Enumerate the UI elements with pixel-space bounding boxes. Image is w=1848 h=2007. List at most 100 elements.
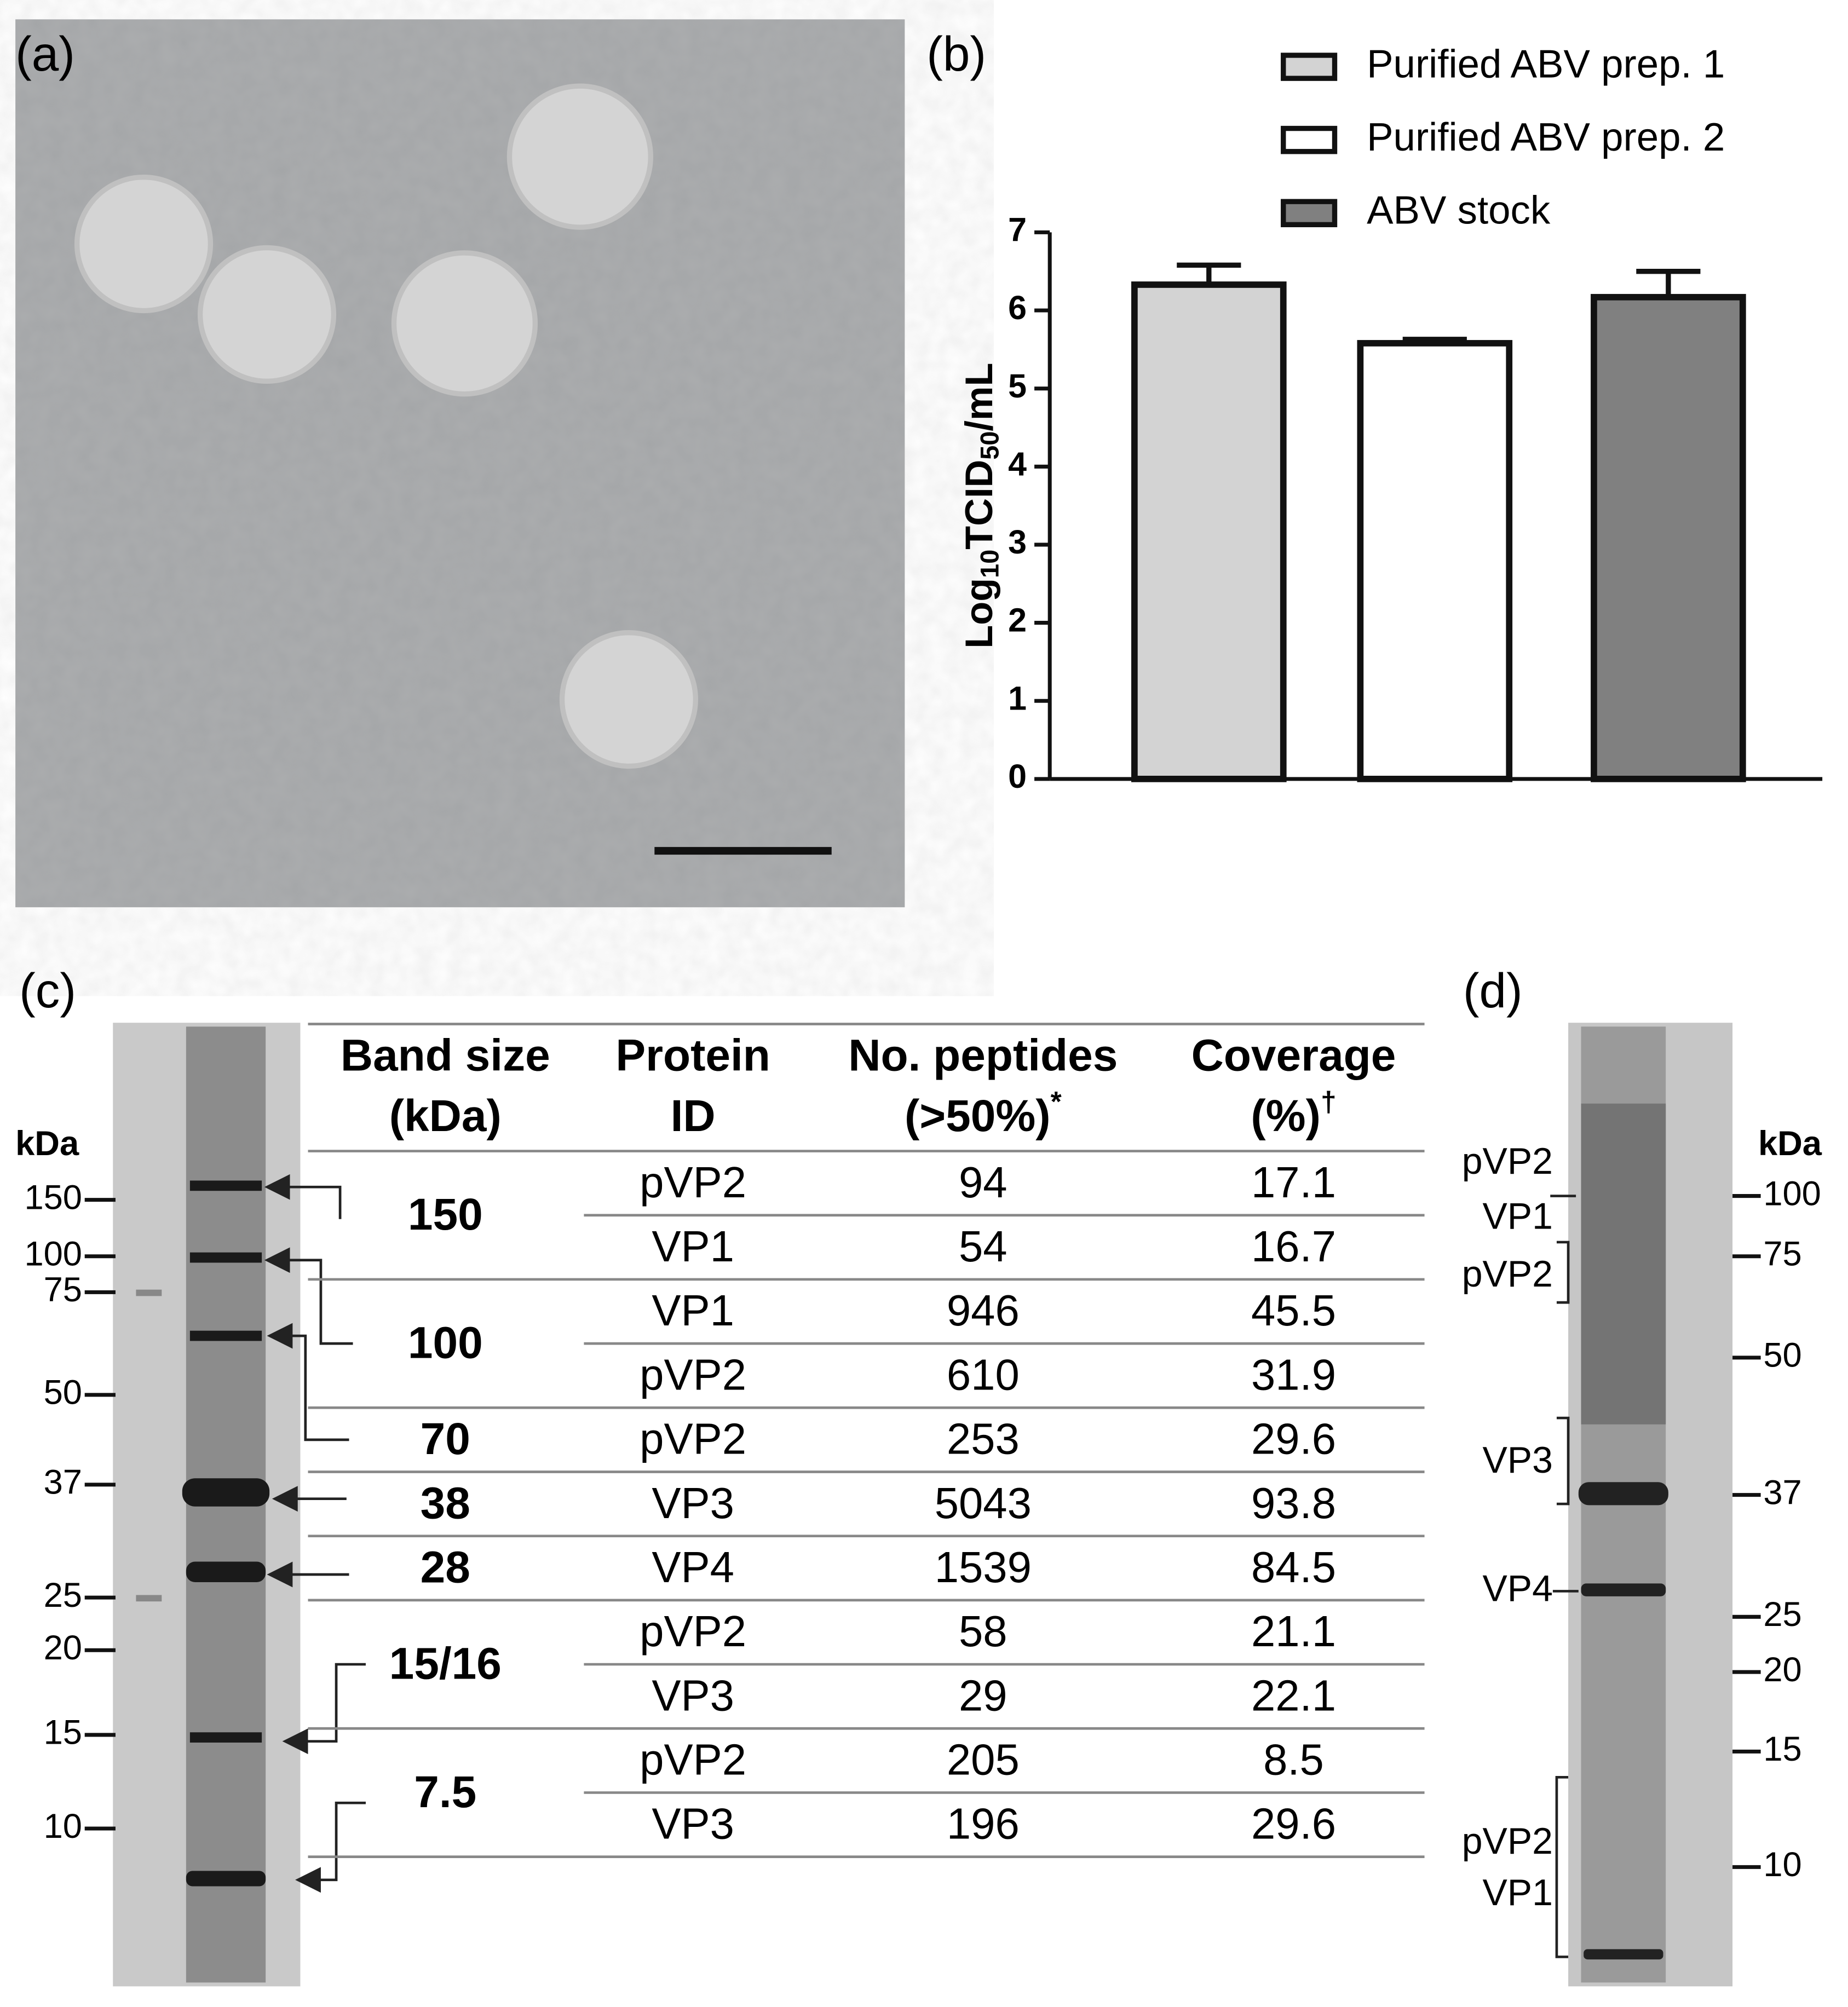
table-header: Band size: [341, 1030, 550, 1080]
marker-label: 20: [44, 1629, 82, 1667]
table-cell: pVP2: [640, 1415, 746, 1463]
panel-a: [15, 19, 905, 908]
bands: [1578, 1482, 1668, 1960]
legend-label: Purified ABV prep. 1: [1367, 42, 1725, 86]
y-tick-label: 0: [1008, 758, 1027, 795]
legend-swatch: [1281, 53, 1338, 81]
protein-label: pVP2: [1462, 1140, 1553, 1182]
y-label-part: 10: [976, 550, 1004, 578]
marker-label: 75: [44, 1271, 82, 1309]
table-cell: VP4: [652, 1543, 734, 1591]
marker-label: 100: [1763, 1174, 1821, 1213]
table-cell: 196: [947, 1800, 1020, 1848]
marker-label: 75: [1763, 1235, 1801, 1273]
ladder-band: [136, 1595, 162, 1602]
table-cell: 58: [959, 1607, 1008, 1656]
y-axis-label: Log10TCID50/mL: [957, 363, 1005, 649]
table-cell: pVP2: [640, 1158, 746, 1207]
table-cell: VP3: [652, 1671, 734, 1720]
y-tick-label: 3: [1008, 523, 1027, 561]
band-size: 38: [421, 1478, 470, 1528]
table-cell: 17.1: [1251, 1158, 1336, 1207]
band-size: 150: [408, 1190, 483, 1239]
table-cell: 29.6: [1251, 1800, 1336, 1848]
table-footnote-mark: †: [1321, 1085, 1337, 1117]
band-size: 100: [408, 1318, 483, 1368]
band-size: 28: [421, 1543, 470, 1593]
protein-label: pVP2: [1462, 1253, 1553, 1295]
table-cell: 253: [947, 1415, 1020, 1463]
micrograph-texture: [15, 19, 905, 908]
bar: [1591, 293, 1746, 782]
marker-label: 10: [44, 1807, 82, 1845]
y-label-part: Log: [957, 578, 1000, 649]
marker-label: 150: [24, 1178, 82, 1216]
marker-label: 50: [1763, 1336, 1801, 1375]
arrows: [264, 1174, 366, 1893]
gel-unit: kDa: [15, 1124, 79, 1163]
table-cell: 946: [947, 1286, 1020, 1335]
table-header: (>50%)*: [905, 1085, 1062, 1140]
gel-c: [113, 1023, 366, 1987]
gel-unit: kDa: [1758, 1124, 1822, 1163]
marker-label: 15: [1763, 1730, 1801, 1768]
marker-label: 20: [1763, 1651, 1801, 1689]
table-header-part: (%): [1251, 1091, 1321, 1141]
y-label-part: /mL: [957, 363, 1000, 431]
table-cell: VP3: [652, 1800, 734, 1848]
table-header: ID: [671, 1091, 716, 1141]
band-size: 7.5: [414, 1767, 476, 1817]
table-cell: 45.5: [1251, 1286, 1336, 1335]
y-tick-label: 5: [1008, 367, 1027, 405]
band-size: 70: [421, 1414, 470, 1464]
protein-label: VP4: [1482, 1567, 1552, 1609]
table-cell: VP1: [652, 1286, 734, 1335]
y-label-part: 50: [976, 431, 1004, 460]
table-cell: 5043: [935, 1479, 1032, 1527]
marker-label: 100: [24, 1235, 82, 1273]
bar: [1131, 281, 1287, 782]
legend-label: Purified ABV prep. 2: [1367, 115, 1725, 159]
ladder-band: [136, 1289, 162, 1296]
gel-d: [1550, 1023, 1733, 1987]
table-cell: 8.5: [1263, 1735, 1324, 1784]
panel-label: (b): [926, 26, 986, 81]
table-cell: 84.5: [1251, 1543, 1336, 1591]
table-cell: 93.8: [1251, 1479, 1336, 1527]
y-label-part: TCID: [957, 460, 1000, 550]
table-cell: 29.6: [1251, 1415, 1336, 1463]
table-cell: pVP2: [640, 1350, 746, 1399]
marker-label: 25: [1763, 1595, 1801, 1634]
virions: [74, 83, 698, 769]
table-header: Protein: [615, 1030, 770, 1080]
table-cell: pVP2: [640, 1735, 746, 1784]
band-size: 15/16: [389, 1639, 502, 1688]
table-cell: 22.1: [1251, 1671, 1336, 1720]
table-header-part: ID: [671, 1091, 716, 1141]
table-cell: pVP2: [640, 1607, 746, 1656]
table-footnote-mark: *: [1051, 1085, 1062, 1117]
table-header: No. peptides: [848, 1030, 1118, 1080]
legend-label: ABV stock: [1367, 188, 1551, 232]
protein-label: VP1: [1482, 1196, 1552, 1237]
marker-label: 10: [1763, 1845, 1801, 1884]
table-cell: 94: [959, 1158, 1008, 1207]
panel-label: (c): [19, 963, 76, 1018]
table-cell: 54: [959, 1222, 1008, 1271]
panel-label: (a): [15, 26, 75, 81]
table-header-part: (kDa): [389, 1091, 502, 1141]
table-cell: 1539: [935, 1543, 1032, 1591]
table-cell: VP1: [652, 1222, 734, 1271]
legend-swatch: [1281, 125, 1338, 154]
y-tick-label: 1: [1008, 679, 1027, 717]
marker-label: 25: [44, 1576, 82, 1614]
table-cell: VP3: [652, 1479, 734, 1527]
table-cell: 21.1: [1251, 1607, 1336, 1656]
table-cell: 205: [947, 1735, 1020, 1784]
table-header: Coverage: [1191, 1030, 1396, 1080]
table-header-part: (>50%): [905, 1091, 1051, 1141]
table-cell: 31.9: [1251, 1350, 1336, 1399]
panel-label: (d): [1463, 963, 1523, 1018]
y-tick-label: 6: [1008, 289, 1027, 326]
table-cell: 16.7: [1251, 1222, 1336, 1271]
